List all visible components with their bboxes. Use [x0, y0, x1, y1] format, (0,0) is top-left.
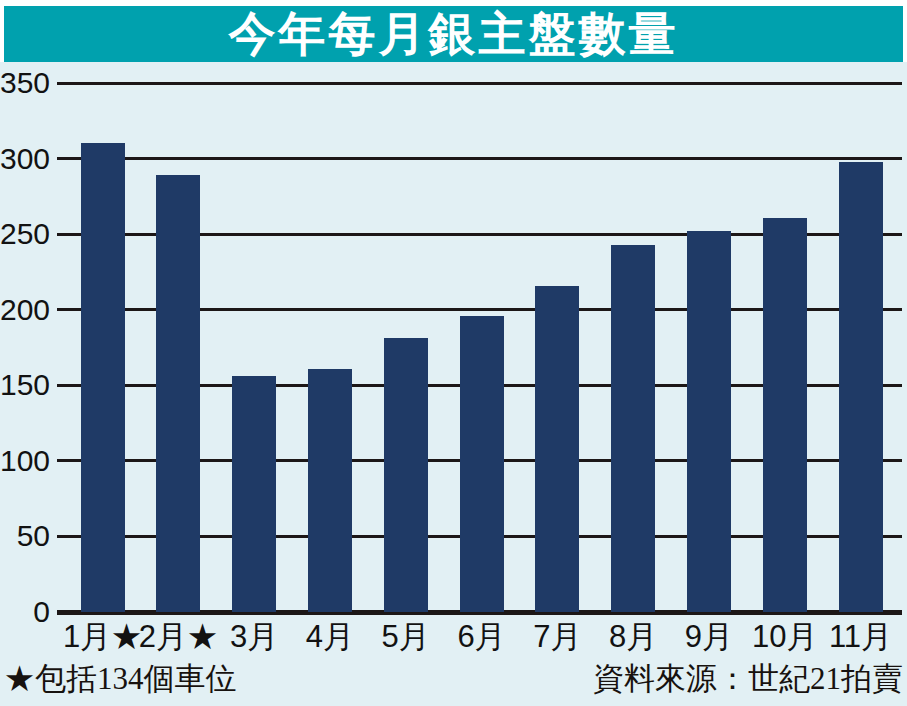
source-note: 資料來源：世紀21拍賣	[593, 658, 903, 700]
bar	[232, 376, 276, 612]
bar	[308, 369, 352, 612]
bar	[611, 245, 655, 612]
chart-title-bar: 今年每月銀主盤數量	[4, 6, 903, 62]
bar	[535, 286, 579, 612]
gridline	[57, 157, 902, 160]
bar	[384, 338, 428, 612]
chart-title: 今年每月銀主盤數量	[229, 6, 679, 62]
y-tick-label: 350	[0, 66, 50, 100]
y-tick-label: 300	[0, 142, 50, 176]
bar	[81, 143, 125, 612]
y-tick-label: 200	[0, 293, 50, 327]
y-tick-label: 150	[0, 368, 50, 402]
x-axis: 1月★2月★3月4月5月6月7月8月9月10月11月	[57, 618, 902, 656]
y-tick-label: 50	[0, 519, 50, 553]
chart-footer: ★包括134個車位 資料來源：世紀21拍賣	[0, 658, 907, 702]
bar	[839, 162, 883, 612]
y-tick-label: 250	[0, 217, 50, 251]
gridline	[57, 82, 902, 85]
bar	[763, 218, 807, 612]
bar	[460, 316, 504, 612]
footnote: ★包括134個車位	[4, 658, 237, 700]
plot-area	[57, 83, 902, 612]
bar	[687, 231, 731, 612]
x-tick-label: 11月	[806, 618, 907, 656]
y-tick-label: 0	[0, 595, 50, 629]
y-axis: 050100150200250300350	[0, 83, 50, 612]
y-tick-label: 100	[0, 444, 50, 478]
bar	[156, 175, 200, 612]
